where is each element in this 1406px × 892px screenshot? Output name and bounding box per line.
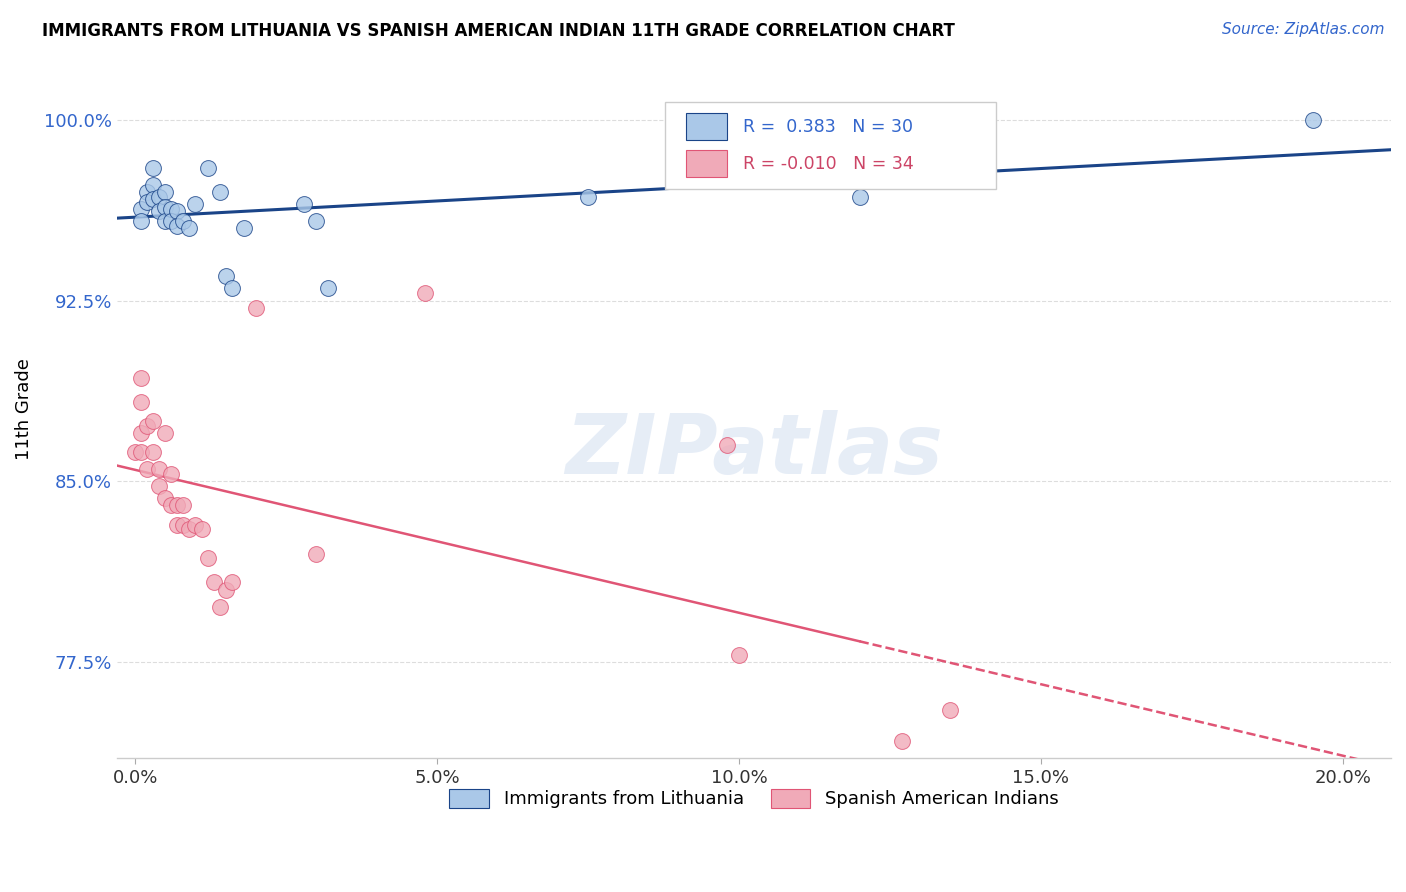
Point [318,281,340,295]
Point [197,161,219,175]
Point [576,190,599,204]
Point [166,204,188,219]
Point [124,445,146,459]
Point [179,523,201,537]
Text: IMMIGRANTS FROM LITHUANIA VS SPANISH AMERICAN INDIAN 11TH GRADE CORRELATION CHAR: IMMIGRANTS FROM LITHUANIA VS SPANISH AME… [42,22,955,40]
Point [142,178,165,192]
Point [136,194,159,209]
Text: ZIPatlas: ZIPatlas [565,410,943,491]
Point [413,286,436,301]
Point [155,425,177,440]
Point [129,445,152,459]
Point [305,547,328,561]
Point [142,192,165,206]
Point [155,214,177,228]
Point [939,703,962,717]
Point [172,214,194,228]
Text: R =  0.383   N = 30: R = 0.383 N = 30 [742,118,912,136]
Text: R = -0.010   N = 34: R = -0.010 N = 34 [742,154,914,173]
Point [155,185,177,199]
Point [232,221,254,235]
Point [129,202,152,216]
Point [728,648,751,662]
Point [129,370,152,384]
Point [197,551,219,566]
Point [142,414,165,428]
Point [136,185,159,199]
Point [148,204,170,219]
Point [172,499,194,513]
Point [166,499,188,513]
Point [148,190,170,204]
FancyBboxPatch shape [686,113,727,140]
Point [142,161,165,175]
Legend: Immigrants from Lithuania, Spanish American Indians: Immigrants from Lithuania, Spanish Ameri… [441,782,1066,815]
Point [129,425,152,440]
Point [716,438,738,452]
Point [245,301,267,315]
Point [155,200,177,214]
Point [166,219,188,233]
Point [221,281,243,295]
Point [160,499,183,513]
Point [1302,112,1324,127]
Point [148,479,170,493]
Point [172,517,194,532]
Point [136,462,159,476]
FancyBboxPatch shape [665,102,995,189]
Point [179,221,201,235]
Y-axis label: 11th Grade: 11th Grade [15,358,32,460]
Point [166,517,188,532]
Point [136,418,159,433]
Point [890,734,912,748]
Point [160,202,183,216]
Point [142,445,165,459]
Text: Source: ZipAtlas.com: Source: ZipAtlas.com [1222,22,1385,37]
Point [208,599,231,614]
Point [160,467,183,481]
Point [214,269,236,284]
Point [305,214,328,228]
Point [202,575,225,590]
Point [155,491,177,505]
Point [184,197,207,211]
Point [208,185,231,199]
Point [160,214,183,228]
Point [129,394,152,409]
FancyBboxPatch shape [686,151,727,177]
Point [292,197,315,211]
Point [214,582,236,597]
Point [190,523,212,537]
Point [848,190,870,204]
Point [148,462,170,476]
Point [184,517,207,532]
Point [221,575,243,590]
Point [129,214,152,228]
